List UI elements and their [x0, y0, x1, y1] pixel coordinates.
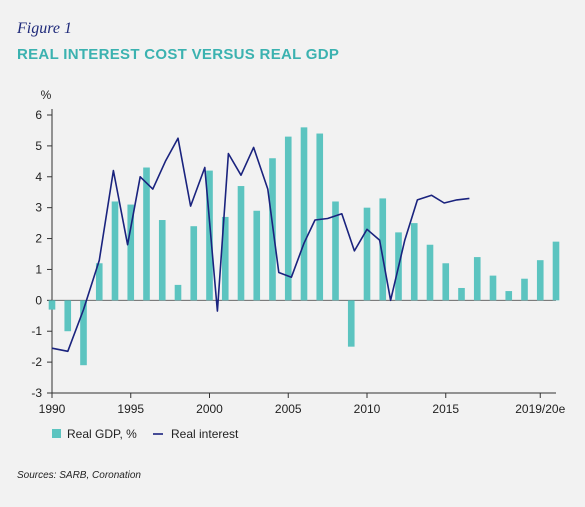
x-tick-label: 1990: [39, 402, 66, 416]
y-axis-label: %: [41, 88, 52, 102]
bar: [536, 260, 544, 301]
bar: [221, 216, 229, 301]
bar: [316, 133, 324, 301]
bar: [521, 278, 528, 301]
x-tick-label: 2010: [354, 402, 381, 416]
bar: [410, 223, 418, 301]
x-axis: 1990 1995 2000 2005 2010 2015 2019/20e: [39, 299, 566, 416]
bar: [95, 263, 103, 301]
legend-bar-label: Real GDP, %: [67, 427, 137, 441]
bar: [505, 291, 513, 301]
bar: [237, 186, 245, 301]
bar: [174, 284, 182, 301]
x-tick-label: 1995: [117, 402, 144, 416]
bar: [332, 201, 339, 301]
bar: [363, 207, 371, 301]
x-tick-label: 2005: [275, 402, 302, 416]
bar: [64, 300, 72, 332]
x-tick-label: 2000: [196, 402, 223, 416]
bar: [190, 226, 198, 301]
legend-line-label: Real interest: [171, 427, 239, 441]
legend: Real GDP, % Real interest: [52, 427, 239, 441]
bar: [379, 198, 387, 301]
bar: [284, 136, 292, 301]
bar: [48, 300, 56, 310]
y-tick-label: -2: [31, 355, 42, 369]
bar: [458, 287, 465, 301]
bar: [347, 300, 355, 347]
bar: [127, 204, 135, 301]
line-series: [51, 137, 470, 353]
bar: [111, 201, 119, 301]
y-tick-label: -1: [31, 324, 42, 338]
y-tick-label: -3: [31, 386, 42, 400]
y-tick-label: 1: [35, 262, 42, 276]
bar: [300, 127, 308, 301]
bar-series: [48, 127, 560, 366]
y-axis: -3 -2 -1 0 1 2 3 4 5 6: [31, 108, 53, 400]
bar: [489, 275, 497, 301]
bar: [473, 257, 481, 301]
y-tick-label: 2: [35, 232, 42, 246]
chart: -3 -2 -1 0 1 2 3 4 5 6 1990 1995 2000 2005 2010 2015 20…: [31, 88, 566, 441]
bar: [143, 167, 150, 301]
x-tick-label: 2019/20e: [515, 402, 565, 416]
source-note: Sources: SARB, Coronation: [17, 470, 141, 481]
bar: [552, 241, 560, 301]
chart-title: REAL INTEREST COST VERSUS REAL GDP: [17, 46, 340, 63]
y-tick-label: 6: [35, 108, 42, 122]
x-tick-label: 2015: [432, 402, 459, 416]
real-interest-line: [51, 137, 470, 353]
bar: [158, 220, 166, 301]
figure-label: Figure 1: [17, 20, 72, 37]
bar: [442, 263, 450, 301]
y-tick-label: 5: [35, 139, 42, 153]
legend-bar-swatch: [52, 429, 61, 438]
y-tick-label: 3: [35, 201, 42, 215]
bar: [80, 300, 87, 366]
y-tick-label: 0: [35, 293, 42, 307]
bar: [253, 210, 261, 301]
y-tick-label: 4: [35, 170, 42, 184]
bar: [206, 170, 213, 301]
bar: [426, 244, 434, 301]
